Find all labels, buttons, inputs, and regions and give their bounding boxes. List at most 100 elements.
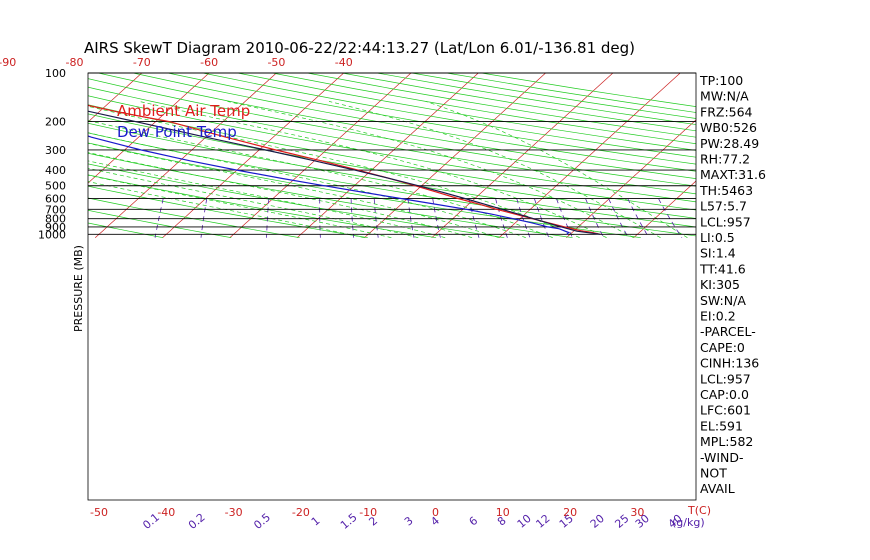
top-temperature-tick-label: -80 xyxy=(66,56,84,69)
top-temperature-tick-label: -40 xyxy=(335,56,353,69)
dry-adiabat-line xyxy=(88,122,696,228)
index-line: -PARCEL- xyxy=(700,324,756,339)
mixing-ratio-tick-label: 4 xyxy=(428,514,442,528)
mixing-ratio-line xyxy=(154,198,164,238)
bottom-temperature-tick-label: -50 xyxy=(90,506,108,519)
mixing-ratio-tick-label: 1.5 xyxy=(338,511,360,532)
isobars xyxy=(88,72,696,235)
x-axis-label: T(C) xyxy=(687,504,711,517)
index-line: CAP:0.0 xyxy=(700,387,749,402)
mixing-ratio-line xyxy=(350,198,355,238)
series-line-dew-point-temp xyxy=(88,135,570,235)
index-line: TT:41.6 xyxy=(699,261,746,276)
series-line-ambient-air-temp xyxy=(88,104,601,235)
top-temperature-tick-label: -70 xyxy=(133,56,151,69)
dry-adiabat-line xyxy=(88,197,300,239)
pressure-tick-label: 200 xyxy=(45,116,66,129)
bottom-temperature-tick-label: 20 xyxy=(563,506,577,519)
mixing-ratio-tick-label: 2 xyxy=(366,514,380,528)
mixing-ratio-tick-label: 25 xyxy=(612,512,631,531)
mixing-ratio-line xyxy=(319,198,321,238)
bottom-temperature-tick-label: -40 xyxy=(157,506,175,519)
index-line: LCL:957 xyxy=(700,214,751,229)
index-line: TH:5463 xyxy=(699,183,753,198)
bottom-temperature-tick-label: -20 xyxy=(292,506,310,519)
isotherm-line xyxy=(498,73,681,238)
pressure-tick-label: 600 xyxy=(45,193,66,206)
index-line: CAPE:0 xyxy=(700,340,745,355)
profiles xyxy=(88,104,601,235)
isotherm-line xyxy=(768,73,870,238)
index-line: MW:N/A xyxy=(700,89,749,104)
dry-adiabat-line xyxy=(88,132,696,237)
index-line: EI:0.2 xyxy=(700,309,736,324)
bottom-temperature-tick-label: 30 xyxy=(630,506,644,519)
isotherm-line xyxy=(88,73,210,184)
mixing-ratio-line xyxy=(432,198,441,238)
stability-indices-panel: TP:100MW:N/AFRZ:564WB0:526PW:28.49RH:77.… xyxy=(699,73,766,496)
dry-adiabat-line xyxy=(88,95,696,203)
y-axis-label: PRESSURE (MB) xyxy=(72,245,85,332)
mixing-ratio-line xyxy=(468,198,480,238)
bottom-temperature-tick-label: -10 xyxy=(359,506,377,519)
top-temperature-tick-label: -90 xyxy=(0,56,16,69)
index-line: -WIND- xyxy=(700,450,744,465)
mixing-ratio-line xyxy=(534,198,550,238)
mixing-ratio-tick-label: 10 xyxy=(515,512,534,531)
mixing-ratio-tick-labels: 0.1 0.2 0.5 1 1.5 2 3 4 6 8 10 12 15 20 25 30 40 xyxy=(140,511,684,532)
top-temperature-tick-labels: -120-110-100-90-80-70-60-50-40 xyxy=(0,56,353,69)
mixing-ratio-unit-label: (g/kg) xyxy=(672,516,705,529)
index-line: WB0:526 xyxy=(700,120,757,135)
top-temperature-tick-label: -60 xyxy=(200,56,218,69)
pressure-tick-label: 1000 xyxy=(38,228,66,241)
index-line: MAXT:31.6 xyxy=(700,167,766,182)
legend-dew-point-temp: Dew Point Temp xyxy=(117,123,237,141)
bottom-temperature-tick-labels: -50 -40 -30 -20 -10 0 10 20 30 xyxy=(90,506,644,519)
pressure-tick-label: 500 xyxy=(45,180,66,193)
dry-adiabat-line xyxy=(88,78,696,187)
mixing-ratio-line xyxy=(407,198,415,238)
index-line: LI:0.5 xyxy=(700,230,735,245)
bottom-temperature-tick-label: -30 xyxy=(225,506,243,519)
chart-title: AIRS SkewT Diagram 2010-06-22/22:44:13.2… xyxy=(84,39,635,57)
mixing-ratio-line xyxy=(373,198,379,238)
isotherm-line xyxy=(566,119,696,238)
dry-adiabat-line xyxy=(88,174,437,239)
dry-adiabat-line xyxy=(237,73,696,151)
dry-adiabat-line xyxy=(88,209,232,239)
dry-adiabat-line xyxy=(342,73,696,132)
bottom-temperature-tick-label: 10 xyxy=(496,506,510,519)
mixing-ratio-line xyxy=(627,198,650,238)
pressure-tick-label: 100 xyxy=(45,67,66,80)
dry-adiabat-line xyxy=(98,73,696,180)
mixing-ratio-tick-label: 0.2 xyxy=(186,511,208,532)
mixing-ratio-line xyxy=(266,198,270,238)
pressure-tick-label: 400 xyxy=(45,164,66,177)
isotherm-line xyxy=(0,73,7,238)
dry-adiabat-line xyxy=(88,104,696,211)
top-temperature-tick-label: -50 xyxy=(267,56,285,69)
mixing-ratio-line xyxy=(658,198,683,238)
pressure-tick-label: 900 xyxy=(45,221,66,234)
pressure-tick-label: 800 xyxy=(45,213,66,226)
dry-adiabat-line xyxy=(202,73,696,158)
isotherm-line xyxy=(88,73,143,123)
dry-adiabat-line xyxy=(88,222,164,239)
pressure-tick-label: 300 xyxy=(45,144,66,157)
isotherm-line xyxy=(633,180,696,238)
pressure-tick-label: 700 xyxy=(45,203,66,216)
index-line: SW:N/A xyxy=(700,293,746,308)
dry-adiabat-line xyxy=(481,73,696,107)
dry-adiabat-line xyxy=(167,73,696,165)
index-line: AVAIL xyxy=(700,481,735,496)
dry-adiabat-line xyxy=(133,73,696,172)
mixing-ratio-tick-label: 3 xyxy=(402,514,416,528)
isotherm-line xyxy=(94,73,277,238)
dry-adiabat-line xyxy=(88,86,696,195)
isotherm-line xyxy=(296,73,479,238)
mixing-ratio-tick-label: 12 xyxy=(533,512,552,531)
mixing-ratio-line xyxy=(608,198,629,238)
mixing-ratio-tick-label: 6 xyxy=(467,514,481,528)
